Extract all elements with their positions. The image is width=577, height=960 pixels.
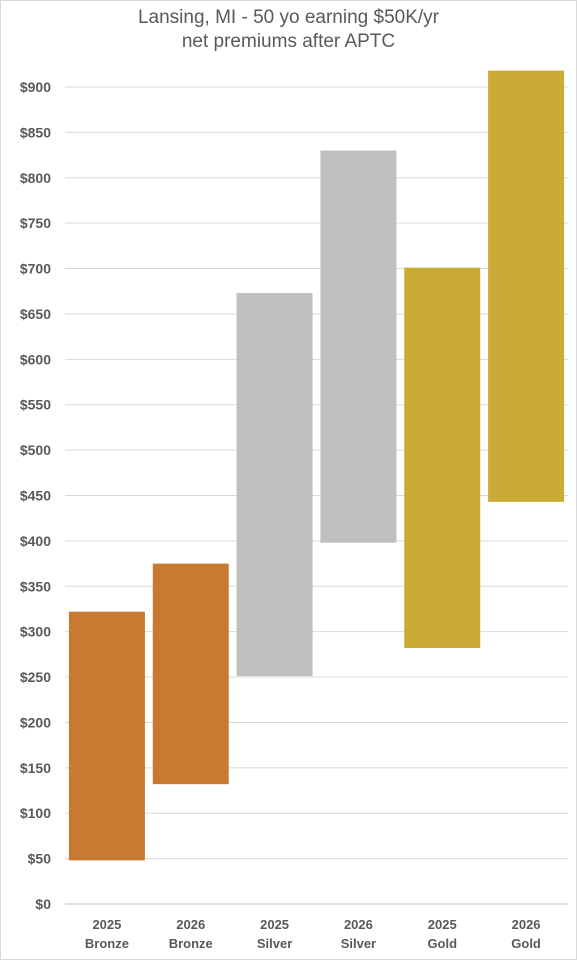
range-bar bbox=[152, 563, 229, 785]
x-category-label: 2026 bbox=[344, 917, 373, 932]
y-tick-label: $500 bbox=[20, 442, 51, 458]
x-category-label: Silver bbox=[341, 936, 376, 951]
y-tick-label: $550 bbox=[20, 397, 51, 413]
x-category-label: 2026 bbox=[176, 917, 205, 932]
y-tick-label: $250 bbox=[20, 669, 51, 685]
x-category-label: Bronze bbox=[169, 936, 213, 951]
x-category-label: Bronze bbox=[85, 936, 129, 951]
y-tick-label: $400 bbox=[20, 533, 51, 549]
x-category-label: Gold bbox=[511, 936, 541, 951]
x-category-label: 2025 bbox=[260, 917, 289, 932]
y-tick-label: $750 bbox=[20, 215, 51, 231]
x-category-label: 2025 bbox=[92, 917, 121, 932]
range-bar bbox=[404, 267, 481, 649]
y-tick-label: $900 bbox=[20, 79, 51, 95]
y-tick-label: $600 bbox=[20, 351, 51, 367]
range-bar bbox=[236, 293, 313, 677]
chart-title-line-1: Lansing, MI - 50 yo earning $50K/yr bbox=[137, 7, 439, 28]
x-category-label: 2026 bbox=[512, 917, 541, 932]
x-category-label: Silver bbox=[257, 936, 292, 951]
range-bar bbox=[488, 70, 565, 502]
y-tick-label: $800 bbox=[20, 170, 51, 186]
y-tick-label: $850 bbox=[20, 124, 51, 140]
x-category-label: 2025 bbox=[428, 917, 457, 932]
y-tick-label: $0 bbox=[35, 896, 51, 912]
range-bar bbox=[68, 611, 145, 861]
y-tick-label: $350 bbox=[20, 578, 51, 594]
y-tick-label: $150 bbox=[20, 760, 51, 776]
y-tick-label: $650 bbox=[20, 306, 51, 322]
y-tick-label: $300 bbox=[20, 624, 51, 640]
y-tick-label: $50 bbox=[28, 851, 52, 867]
chart-title-line-2: net premiums after APTC bbox=[181, 31, 396, 52]
range-bar bbox=[320, 150, 397, 543]
x-category-label: Gold bbox=[427, 936, 457, 951]
y-tick-label: $700 bbox=[20, 261, 51, 277]
y-tick-label: $450 bbox=[20, 488, 51, 504]
chart-title: Lansing, MI - 50 yo earning $50K/yr net … bbox=[0, 6, 577, 54]
y-tick-label: $200 bbox=[20, 714, 51, 730]
y-tick-label: $100 bbox=[20, 805, 51, 821]
